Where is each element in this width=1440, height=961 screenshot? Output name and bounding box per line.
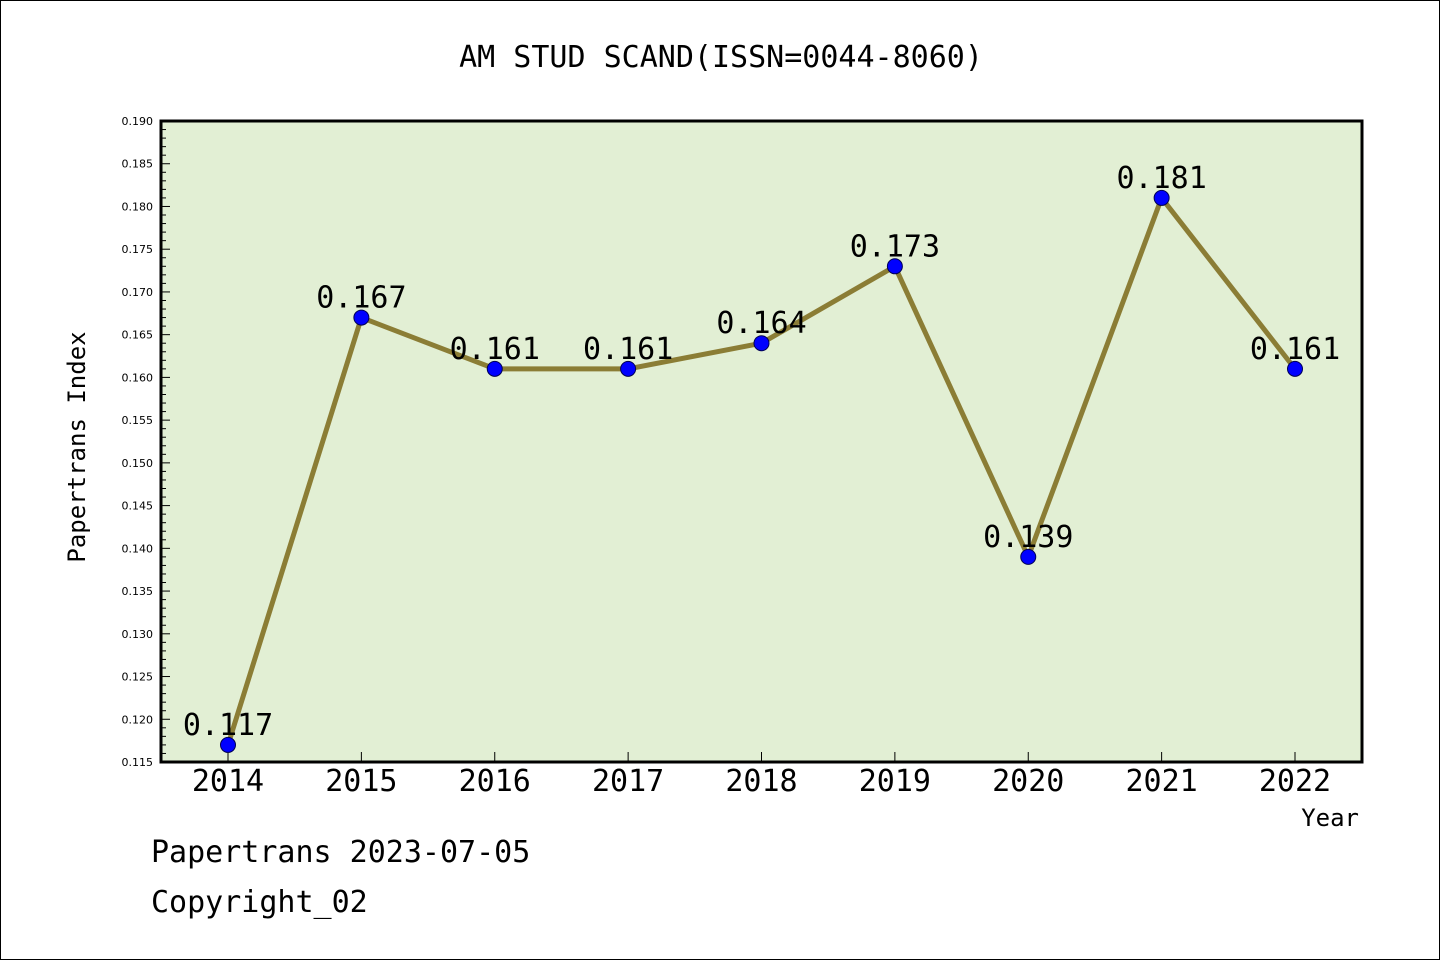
y-tick-label: 0.115 bbox=[122, 756, 154, 769]
y-tick-label: 0.175 bbox=[122, 243, 154, 256]
x-tick-label: 2015 bbox=[325, 764, 397, 799]
x-tick-label: 2020 bbox=[992, 764, 1064, 799]
data-label: 0.117 bbox=[183, 708, 273, 743]
x-tick-label: 2017 bbox=[592, 764, 664, 799]
data-label: 0.139 bbox=[983, 520, 1073, 555]
data-labels: 0.117 0.167 0.161 0.161 0.164 0.173 0.139 0.181… bbox=[183, 161, 1340, 743]
data-label: 0.161 bbox=[1250, 332, 1340, 367]
data-label: 0.164 bbox=[716, 306, 806, 341]
y-tick-label: 0.135 bbox=[122, 585, 154, 598]
y-tick-label: 0.140 bbox=[122, 542, 154, 555]
y-tick-label: 0.130 bbox=[122, 628, 154, 641]
data-point bbox=[220, 736, 236, 753]
plot-area bbox=[159, 119, 1364, 764]
data-point bbox=[1287, 360, 1303, 377]
footer-date: Papertrans 2023-07-05 bbox=[151, 835, 531, 870]
y-tick-label: 0.120 bbox=[122, 713, 154, 726]
data-label: 0.161 bbox=[583, 332, 673, 367]
x-tick-label: 2014 bbox=[192, 764, 264, 799]
data-label: 0.167 bbox=[316, 281, 406, 316]
x-tick-label: 2016 bbox=[459, 764, 531, 799]
series-papertrans-index bbox=[220, 189, 1303, 753]
y-tick-label: 0.170 bbox=[122, 286, 154, 299]
x-tick-label: 2021 bbox=[1126, 764, 1198, 799]
data-point bbox=[1153, 189, 1170, 206]
data-label: 0.181 bbox=[1116, 161, 1206, 196]
data-point bbox=[620, 360, 637, 377]
data-label: 0.173 bbox=[850, 229, 940, 264]
y-tick-label: 0.180 bbox=[122, 200, 154, 213]
data-point bbox=[486, 360, 503, 377]
data-point bbox=[886, 258, 903, 275]
x-tick-label: 2018 bbox=[725, 764, 797, 799]
data-point bbox=[353, 309, 370, 326]
x-axis-label: Year bbox=[1301, 804, 1359, 832]
y-tick-label: 0.190 bbox=[122, 115, 154, 128]
x-tick-label: 2019 bbox=[859, 764, 931, 799]
footer-copyright: Copyright_02 bbox=[151, 885, 368, 920]
x-tick-label: 2022 bbox=[1259, 764, 1331, 799]
data-point bbox=[1020, 548, 1037, 565]
y-tick-label: 0.160 bbox=[122, 371, 154, 384]
data-point bbox=[753, 335, 770, 352]
chart-title: AM STUD SCAND(ISSN=0044-8060) bbox=[459, 40, 983, 75]
y-axis: 0.115 0.120 0.125 0.130 0.135 0.140 0.145 0.150… bbox=[122, 115, 170, 769]
y-axis-label: Papertrans Index bbox=[63, 331, 91, 562]
y-tick-label: 0.150 bbox=[122, 457, 154, 470]
y-tick-label: 0.185 bbox=[122, 158, 154, 171]
y-tick-label: 0.145 bbox=[122, 500, 154, 513]
y-tick-label: 0.125 bbox=[122, 671, 154, 684]
x-axis: 2014 2015 2016 2017 2018 2019 2020 2021 2022 bbox=[192, 752, 1331, 799]
y-tick-label: 0.155 bbox=[122, 414, 154, 427]
data-label: 0.161 bbox=[450, 332, 540, 367]
y-tick-label: 0.165 bbox=[122, 329, 154, 342]
